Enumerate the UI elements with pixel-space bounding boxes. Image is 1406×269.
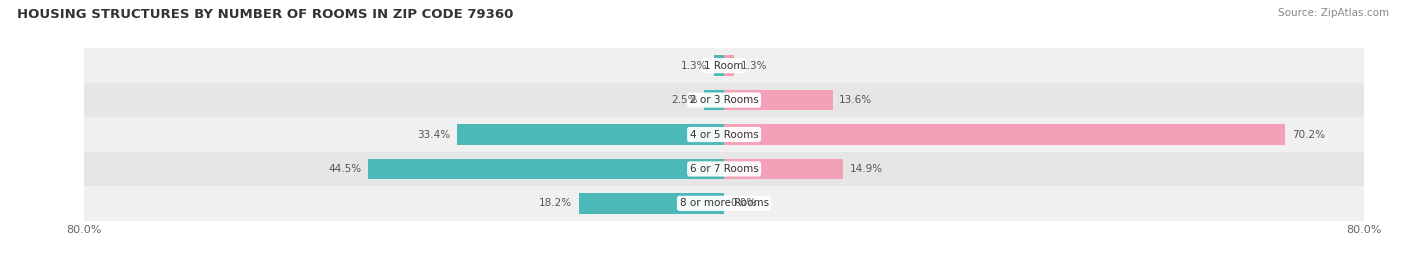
- Text: 13.6%: 13.6%: [839, 95, 872, 105]
- Text: HOUSING STRUCTURES BY NUMBER OF ROOMS IN ZIP CODE 79360: HOUSING STRUCTURES BY NUMBER OF ROOMS IN…: [17, 8, 513, 21]
- Text: 2.5%: 2.5%: [671, 95, 697, 105]
- Text: 1 Room: 1 Room: [704, 61, 744, 71]
- Text: 18.2%: 18.2%: [538, 198, 572, 208]
- Text: 2 or 3 Rooms: 2 or 3 Rooms: [690, 95, 758, 105]
- Text: 70.2%: 70.2%: [1292, 129, 1324, 140]
- Bar: [84, 186, 1364, 221]
- Bar: [714, 55, 724, 76]
- Bar: [84, 83, 1364, 117]
- Bar: [724, 55, 734, 76]
- Bar: [724, 159, 844, 179]
- Bar: [84, 117, 1364, 152]
- Text: 4 or 5 Rooms: 4 or 5 Rooms: [690, 129, 758, 140]
- Text: 8 or more Rooms: 8 or more Rooms: [679, 198, 769, 208]
- Text: 14.9%: 14.9%: [849, 164, 883, 174]
- Text: 1.3%: 1.3%: [681, 61, 707, 71]
- Bar: [457, 124, 724, 145]
- Bar: [84, 48, 1364, 83]
- Text: 0.0%: 0.0%: [731, 198, 756, 208]
- Bar: [724, 124, 1285, 145]
- Bar: [724, 90, 832, 110]
- Bar: [704, 90, 724, 110]
- Bar: [368, 159, 724, 179]
- Text: 33.4%: 33.4%: [418, 129, 450, 140]
- Bar: [84, 152, 1364, 186]
- Text: 1.3%: 1.3%: [741, 61, 768, 71]
- Text: Source: ZipAtlas.com: Source: ZipAtlas.com: [1278, 8, 1389, 18]
- Bar: [578, 193, 724, 214]
- Text: 44.5%: 44.5%: [329, 164, 361, 174]
- Text: 6 or 7 Rooms: 6 or 7 Rooms: [690, 164, 758, 174]
